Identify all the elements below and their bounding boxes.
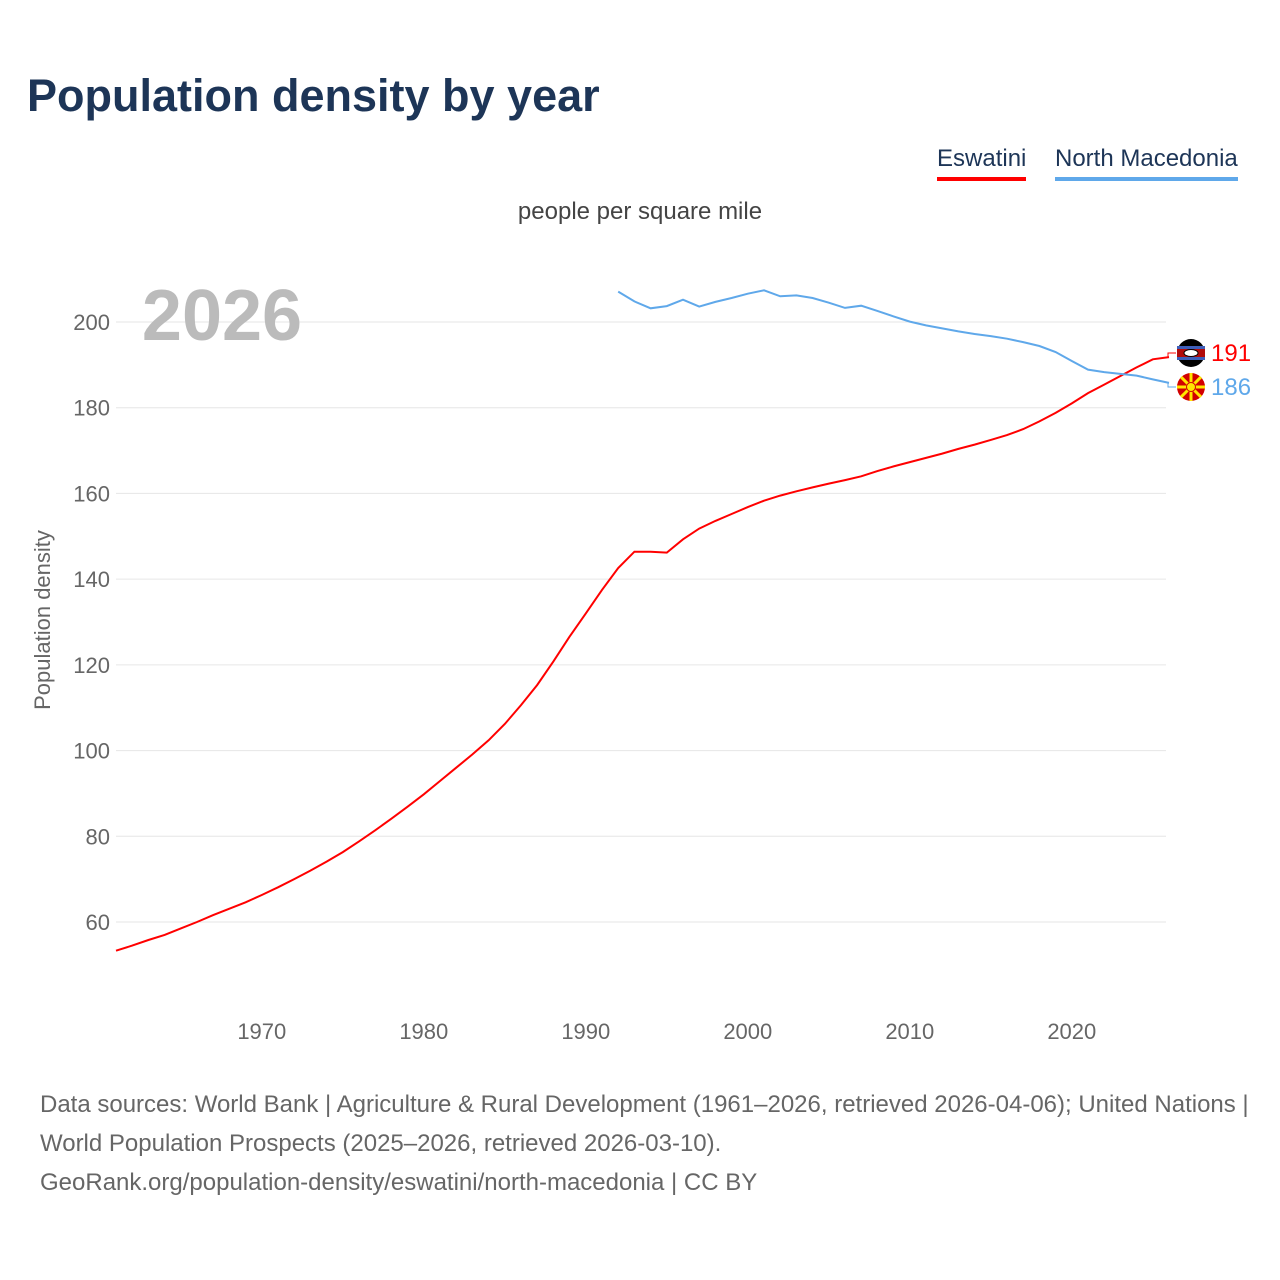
source-url[interactable]: GeoRank.org/population-density/eswatini/… — [40, 1169, 758, 1196]
line-chart: 60 80 100 120 140 160 180 200 1970 1980 1990 2000 20… — [30, 276, 1251, 1044]
series-line-eswatini — [115, 356, 1170, 952]
flag-shield — [1183, 349, 1199, 357]
series-line-north-macedonia — [617, 289, 1170, 384]
leader-line — [1167, 352, 1176, 358]
y-tick-label: 120 — [73, 653, 110, 678]
y-tick-label: 180 — [73, 396, 110, 421]
end-value-label: 191 — [1211, 340, 1251, 367]
y-tick-label: 140 — [73, 567, 110, 592]
source-note: Data sources: World Bank | Agriculture &… — [40, 1085, 1250, 1202]
page-title: Population density by year — [27, 70, 600, 121]
legend-north-macedonia[interactable]: North Macedonia — [1055, 145, 1238, 181]
y-tick-label: 160 — [73, 481, 110, 506]
x-tick-label: 2000 — [723, 1019, 772, 1044]
x-tick-label: 1990 — [561, 1019, 610, 1044]
end-value-label: 186 — [1211, 374, 1251, 401]
flag-sun — [1186, 382, 1196, 392]
unit-label: people per square mile — [517, 198, 763, 225]
x-tick-label: 2020 — [1047, 1019, 1096, 1044]
leader-line — [1167, 382, 1176, 388]
x-tick-label: 1970 — [237, 1019, 286, 1044]
y-tick-label: 80 — [86, 824, 110, 849]
x-tick-label: 1980 — [399, 1019, 448, 1044]
y-tick-label: 60 — [86, 910, 110, 935]
y-axis-label: Population density — [30, 530, 55, 710]
legend-eswatini[interactable]: Eswatini — [937, 145, 1027, 181]
y-tick-label: 200 — [73, 310, 110, 335]
source-text: Data sources: World Bank | Agriculture &… — [40, 1091, 1249, 1157]
y-tick-label: 100 — [73, 739, 110, 764]
x-tick-label: 2010 — [885, 1019, 934, 1044]
year-watermark: 2026 — [142, 276, 302, 356]
